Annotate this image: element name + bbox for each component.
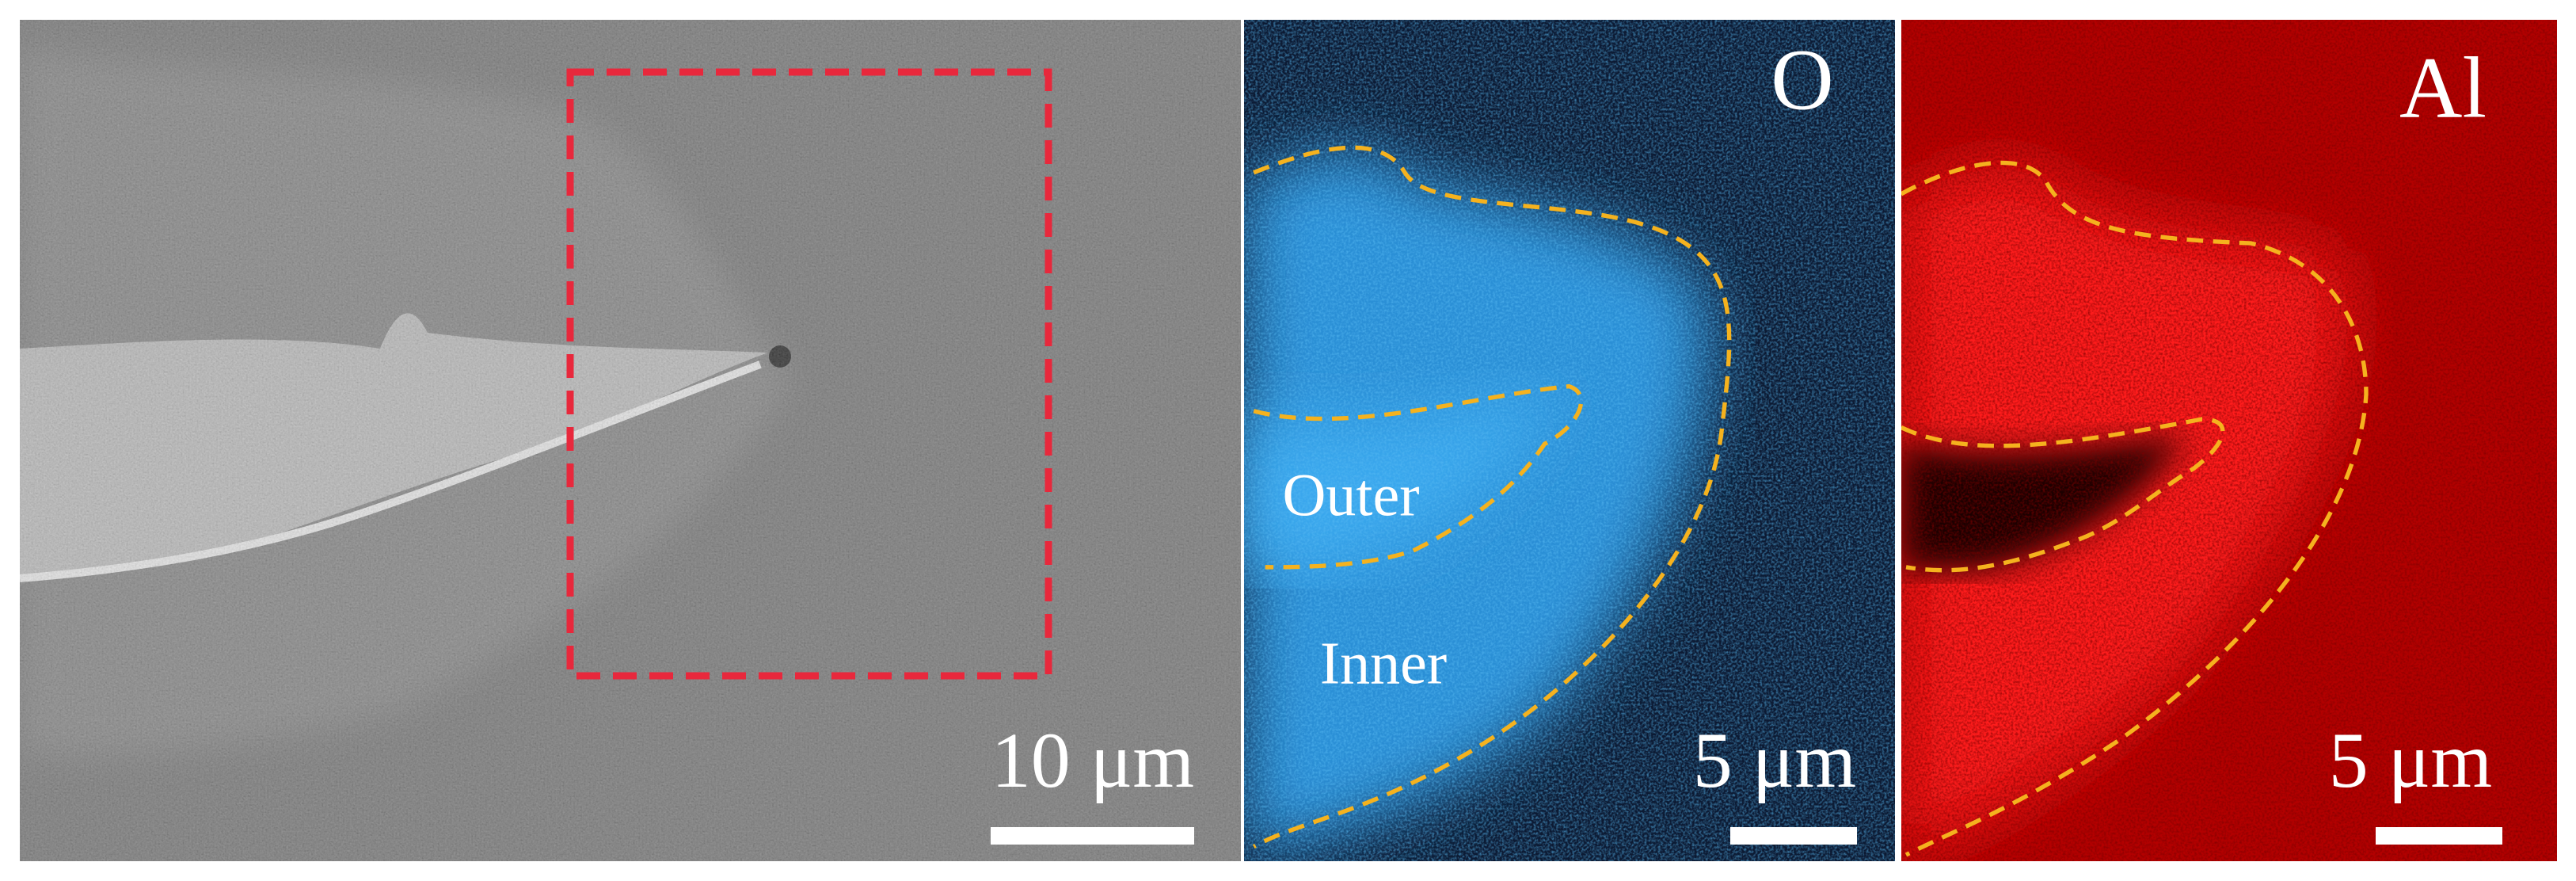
region-box	[566, 68, 1052, 680]
scale-bar-label: 5 μm	[1693, 716, 1856, 804]
outer-boundary	[1901, 417, 2225, 573]
element-label: O	[1771, 31, 1833, 128]
sem-panel: 10 μm	[20, 20, 1241, 861]
scale-bar	[991, 827, 1194, 845]
element-label: Al	[2399, 39, 2487, 135]
inner-boundary	[1901, 160, 2369, 857]
inner-boundary	[1252, 145, 1732, 849]
aluminum-panel: Al 5 μm	[1901, 20, 2557, 861]
aluminum-outlines	[1901, 160, 2369, 857]
oxygen-outlines	[1252, 145, 1732, 849]
oxygen-texture	[1244, 20, 1895, 861]
oxygen-panel: O Outer Inner 5 μm	[1244, 20, 1895, 861]
sem-texture	[20, 20, 1241, 861]
scale-bar-label: 10 μm	[991, 716, 1194, 804]
aluminum-texture	[1901, 20, 2557, 861]
scale-bar-label: 5 μm	[2329, 716, 2492, 804]
scale-bar	[2376, 827, 2502, 845]
region-label: Inner	[1320, 630, 1447, 696]
outer-boundary	[1253, 383, 1584, 570]
scale-bar	[1730, 827, 1857, 845]
region-label: Outer	[1282, 462, 1419, 528]
